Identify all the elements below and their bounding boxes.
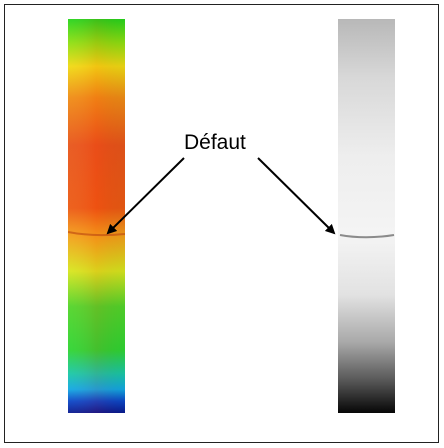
defect-label: Défaut [184, 131, 246, 154]
grayscale-image-svg [338, 19, 395, 413]
thermal-image-svg [68, 19, 125, 413]
grayscale-defect-line [339, 234, 395, 239]
thermal-defect-line [68, 231, 125, 237]
grayscale-image-strip [338, 19, 395, 413]
thermal-shading [68, 19, 125, 413]
grayscale-fill [338, 19, 395, 413]
thermal-image-strip [68, 19, 125, 413]
